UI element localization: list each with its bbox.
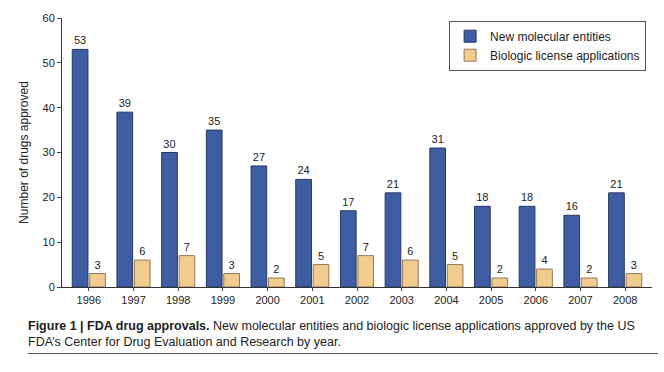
svg-text:1998: 1998 [166, 294, 190, 306]
svg-text:2002: 2002 [345, 294, 369, 306]
svg-text:2007: 2007 [568, 294, 592, 306]
svg-text:18: 18 [476, 191, 488, 203]
svg-text:7: 7 [184, 241, 190, 253]
svg-text:2005: 2005 [479, 294, 503, 306]
svg-text:3: 3 [94, 259, 100, 271]
svg-text:2004: 2004 [434, 294, 458, 306]
svg-text:4: 4 [541, 254, 547, 266]
svg-text:0: 0 [49, 281, 55, 293]
svg-text:10: 10 [43, 236, 55, 248]
svg-text:7: 7 [363, 241, 369, 253]
svg-text:2: 2 [497, 263, 503, 275]
svg-text:18: 18 [521, 191, 533, 203]
svg-text:2006: 2006 [524, 294, 548, 306]
svg-text:3: 3 [229, 259, 235, 271]
svg-text:21: 21 [387, 178, 399, 190]
svg-text:20: 20 [43, 191, 55, 203]
svg-text:2008: 2008 [613, 294, 637, 306]
svg-text:6: 6 [407, 245, 413, 257]
svg-text:2: 2 [273, 263, 279, 275]
svg-text:53: 53 [74, 34, 86, 46]
svg-text:24: 24 [297, 164, 309, 176]
svg-text:39: 39 [119, 97, 131, 109]
svg-text:2: 2 [586, 263, 592, 275]
svg-text:Biologic license applications: Biologic license applications [490, 49, 639, 63]
svg-text:40: 40 [43, 102, 55, 114]
svg-text:50: 50 [43, 57, 55, 69]
svg-text:1997: 1997 [121, 294, 145, 306]
svg-text:30: 30 [43, 146, 55, 158]
html-text:Figure 1 | FDA drug approvals.: Figure 1 | FDA drug approvals. New molec… [28, 319, 635, 349]
svg-text:1999: 1999 [211, 294, 235, 306]
svg-text:1996: 1996 [77, 294, 101, 306]
svg-text:5: 5 [452, 250, 458, 262]
svg-text:30: 30 [163, 138, 175, 150]
svg-text:17: 17 [342, 196, 354, 208]
svg-text:21: 21 [610, 178, 622, 190]
svg-text:16: 16 [566, 200, 578, 212]
svg-text:35: 35 [208, 115, 220, 127]
svg-text:27: 27 [253, 151, 265, 163]
svg-text:5: 5 [318, 250, 324, 262]
svg-text:6: 6 [139, 245, 145, 257]
svg-text:2003: 2003 [389, 294, 413, 306]
svg-text:2001: 2001 [300, 294, 324, 306]
svg-text:3: 3 [631, 259, 637, 271]
svg-text:Number of drugs approved: Number of drugs approved [17, 81, 31, 224]
svg-text:60: 60 [43, 12, 55, 24]
svg-text:31: 31 [432, 133, 444, 145]
svg-text:New molecular entities: New molecular entities [490, 30, 611, 44]
svg-text:2000: 2000 [255, 294, 279, 306]
